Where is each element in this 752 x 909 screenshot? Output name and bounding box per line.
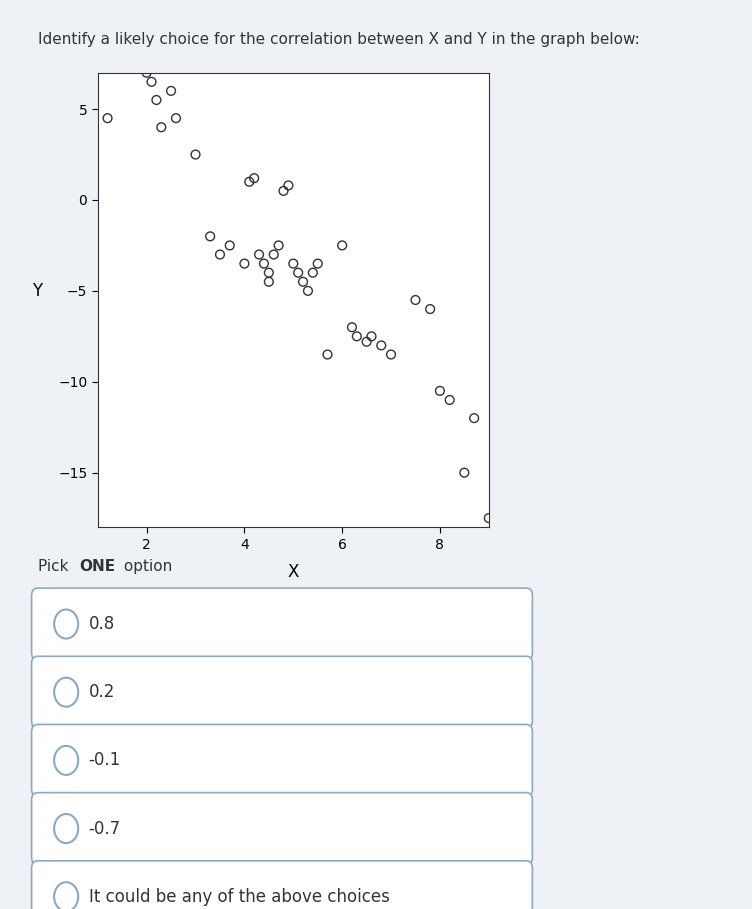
Point xyxy=(102,111,114,125)
Point xyxy=(268,247,280,262)
Text: Identify a likely choice for the correlation between X and Y in the graph below:: Identify a likely choice for the correla… xyxy=(38,32,639,47)
Point xyxy=(243,175,255,189)
Text: 0.8: 0.8 xyxy=(89,615,115,633)
Y-axis label: Y: Y xyxy=(32,282,42,300)
Point xyxy=(468,411,480,425)
Point xyxy=(322,347,334,362)
Text: -0.1: -0.1 xyxy=(89,752,121,769)
Point xyxy=(238,256,250,271)
Text: ONE: ONE xyxy=(79,559,115,574)
Point xyxy=(483,511,495,525)
Point xyxy=(277,184,290,198)
Point xyxy=(283,178,295,193)
Point xyxy=(307,265,319,280)
Point xyxy=(459,465,471,480)
Point xyxy=(170,111,182,125)
Point xyxy=(150,93,162,107)
X-axis label: X: X xyxy=(287,563,299,581)
Point xyxy=(190,147,202,162)
Point xyxy=(292,265,304,280)
Point xyxy=(273,238,285,253)
Point xyxy=(287,256,299,271)
Point xyxy=(146,75,158,89)
Point xyxy=(312,256,324,271)
Point xyxy=(302,284,314,298)
Text: 0.2: 0.2 xyxy=(89,684,115,701)
Point xyxy=(263,275,275,289)
Text: option: option xyxy=(119,559,172,574)
Point xyxy=(409,293,421,307)
Point xyxy=(165,84,177,98)
Point xyxy=(365,329,378,344)
Point xyxy=(375,338,387,353)
Point xyxy=(385,347,397,362)
Point xyxy=(204,229,217,244)
Point xyxy=(424,302,436,316)
Point xyxy=(297,275,309,289)
Text: It could be any of the above choices: It could be any of the above choices xyxy=(89,888,390,905)
Point xyxy=(253,247,265,262)
Point xyxy=(336,238,348,253)
Point xyxy=(224,238,236,253)
Point xyxy=(258,256,270,271)
Point xyxy=(155,120,167,135)
Point xyxy=(263,265,275,280)
Point xyxy=(444,393,456,407)
Text: Pick: Pick xyxy=(38,559,73,574)
Point xyxy=(434,384,446,398)
Point xyxy=(350,329,362,344)
Point xyxy=(248,171,260,185)
Text: -0.7: -0.7 xyxy=(89,820,121,837)
Point xyxy=(214,247,226,262)
Point xyxy=(361,335,373,349)
Point xyxy=(141,65,153,80)
Point xyxy=(346,320,358,335)
